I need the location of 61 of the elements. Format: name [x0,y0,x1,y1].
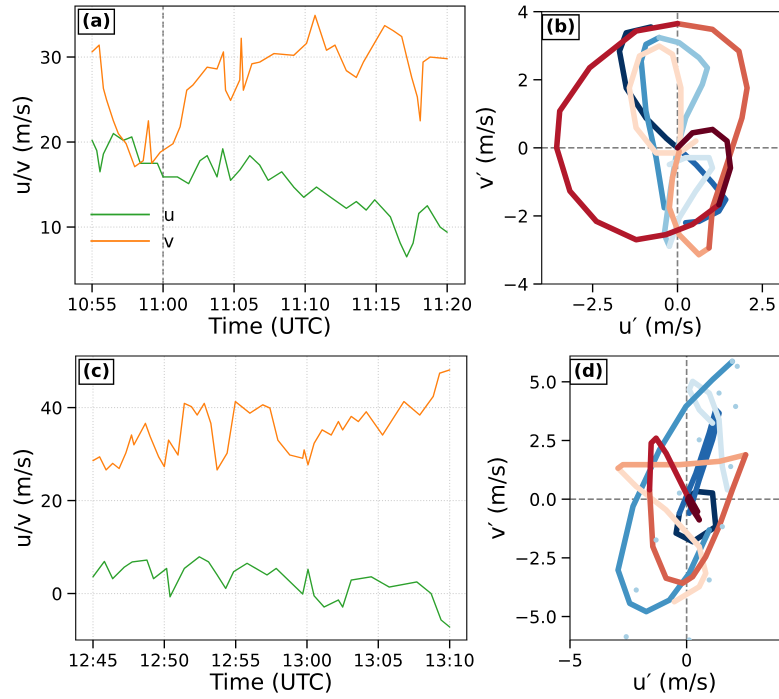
x-axis-title: u′ (m/s) [620,316,701,337]
point [734,364,740,369]
point [733,404,738,410]
point [634,587,639,593]
y-tick-label: 0 [52,587,62,600]
y-tick-label: −5.0 [516,610,556,624]
x-tick-label: 11:15 [353,298,400,311]
line-series [92,556,450,628]
x-tick-label: 12:55 [212,654,260,667]
x-tick-label: 2.5 [750,298,775,311]
x-tick-label: 10:55 [68,298,116,311]
x-tick-label: 12:50 [141,654,188,667]
x-tick-label: 11:10 [282,298,330,311]
y-axis-title: u/v (m/s) [12,96,32,194]
legend-label: u [165,210,174,222]
x-tick-label: −2.5 [573,298,612,311]
y-tick-label: −4 [504,278,528,291]
y-tick-label: 40 [41,401,62,414]
legend-label: v [164,237,174,248]
x-tick-label: 0.0 [664,298,690,311]
point [728,464,734,470]
y-tick-label: −2 [504,210,527,223]
y-tick-label: −2.5 [516,552,556,565]
x-tick-label: 0 [682,654,691,667]
x-tick-label: −5 [559,654,582,667]
y-tick-label: 10 [42,220,61,234]
point [716,390,722,396]
x-tick-label: 11:20 [424,298,472,311]
x-axis-title: u′ (m/s) [634,672,715,693]
x-tick-label: 11:00 [140,298,187,311]
point [676,490,682,496]
y-tick-label: 20 [41,136,61,149]
x-axis-title: Time (UTC) [208,316,330,337]
point [696,437,702,442]
x-tick-label: 11:05 [210,298,258,311]
y-tick-label: 20 [42,494,62,508]
annotation: (b) [548,18,574,35]
y-tick-label: 0.0 [530,492,556,506]
point [720,524,725,530]
annotation: (d) [575,363,602,380]
y-tick-label: 0 [518,142,528,155]
x-tick-label: 13:00 [284,654,331,667]
y-tick-label: 4 [518,6,528,18]
y-tick-label: 5.0 [530,376,556,389]
point [706,577,712,583]
y-axis-title: u/v (m/s) [13,450,34,546]
y-axis-title: v′ (m/s) [476,108,496,189]
x-axis-title: Time (UTC) [210,672,331,693]
y-tick-label: 2 [518,73,527,86]
x-tick-label: 13:05 [355,654,402,667]
y-tick-label: 2.5 [530,434,556,448]
annotation: (c) [84,363,108,380]
line-series [91,132,448,258]
y-tick-label: 30 [41,50,61,64]
point [653,537,659,543]
x-tick-label: 12:45 [70,654,117,667]
point [730,358,735,364]
point [624,634,629,640]
annotation: (a) [84,12,110,30]
x-tick-label: 13:10 [426,654,474,667]
y-axis-title: v′ (m/s) [488,458,508,539]
